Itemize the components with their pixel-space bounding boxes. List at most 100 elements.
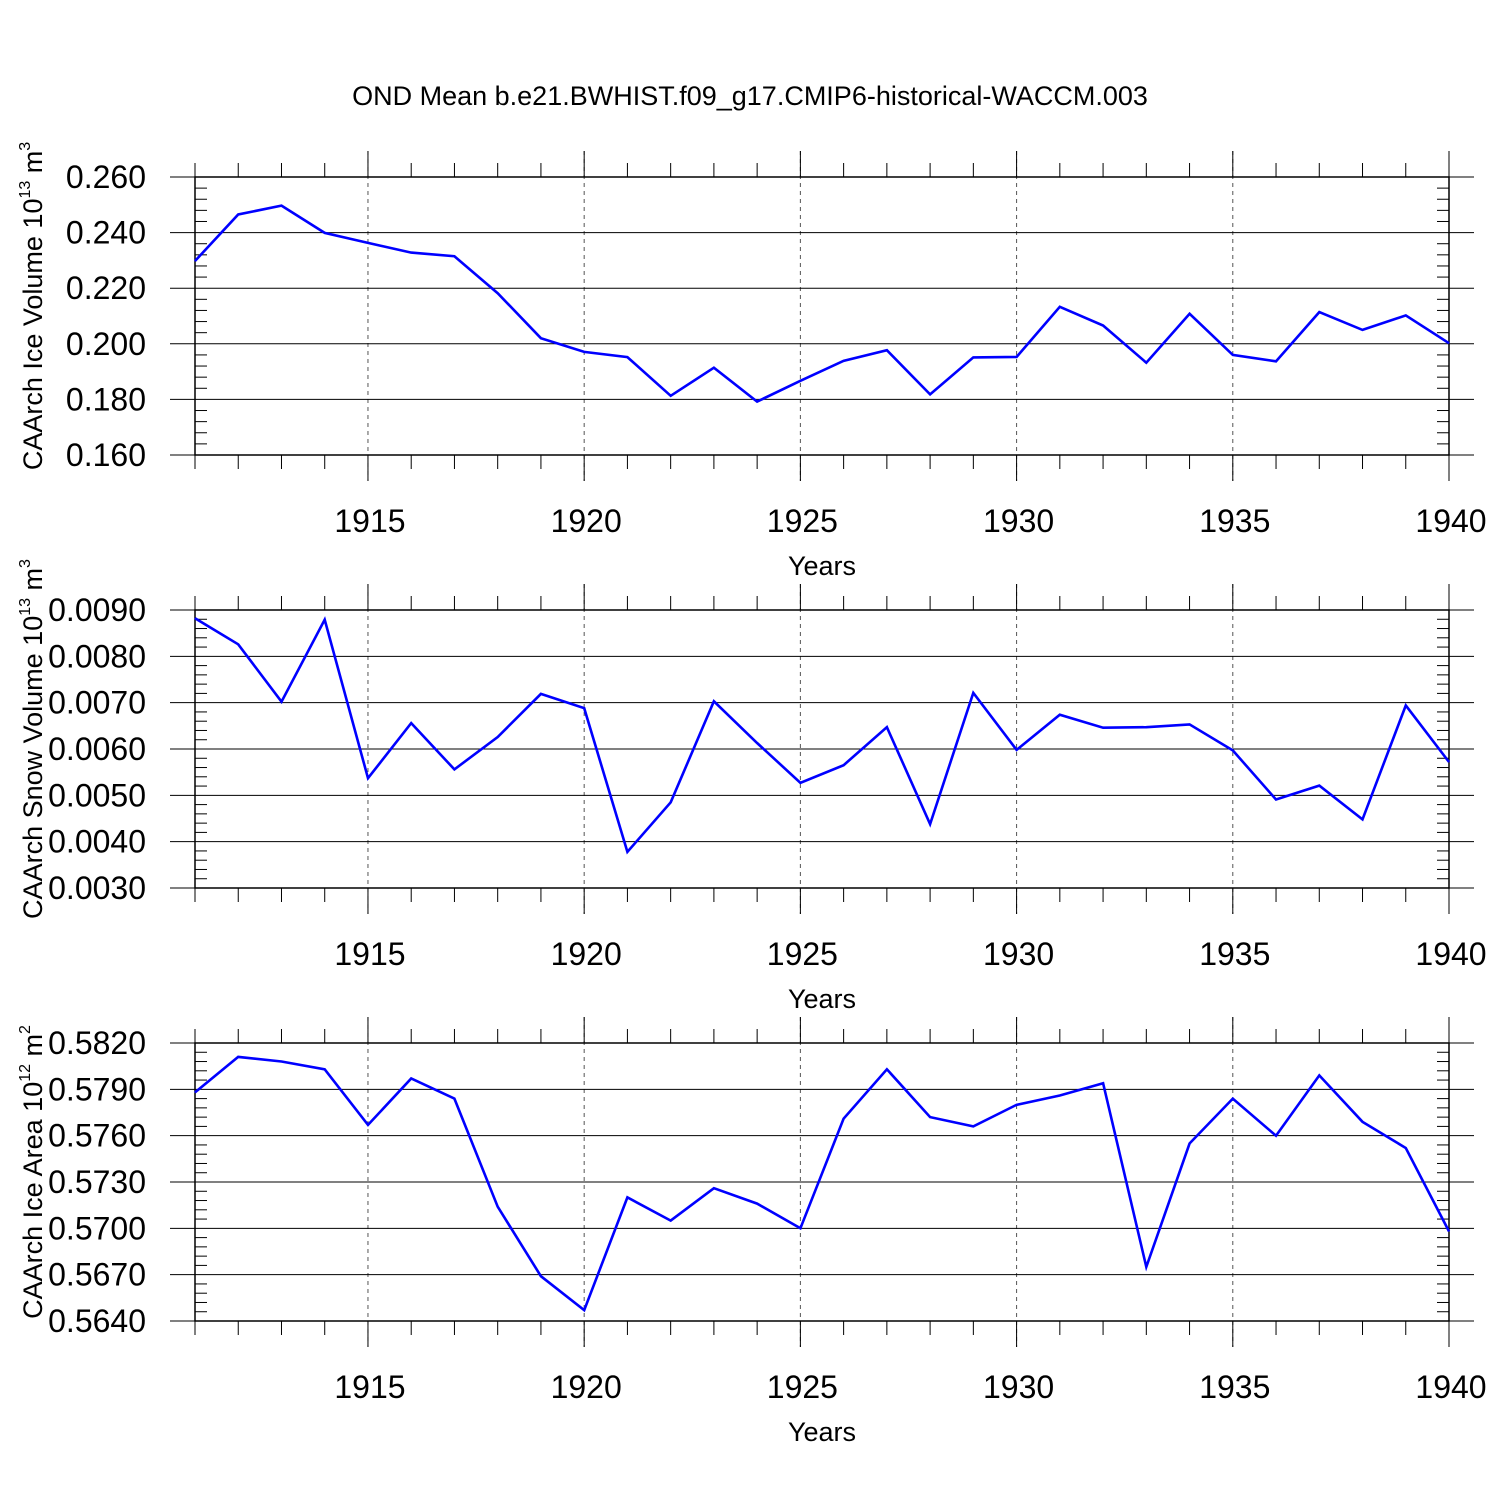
plot-frame (194, 176, 1450, 456)
y-tick-label: 0.180 (66, 381, 146, 417)
data-point (540, 693, 542, 695)
data-point (280, 205, 282, 207)
data-point (670, 801, 672, 803)
data-point (799, 782, 801, 784)
data-point (843, 1118, 845, 1120)
data-point (670, 395, 672, 397)
chart-panel-2: 0.0030 0.0040 0.0050 0.0060 0.0070 0.0080 0.00… (17, 559, 1487, 1014)
data-point (843, 764, 845, 766)
data-point (972, 356, 974, 358)
x-tick-label: 1930 (983, 503, 1054, 539)
x-tick-label: 1920 (551, 503, 622, 539)
data-point (1145, 726, 1147, 728)
data-point (1189, 313, 1191, 315)
data-point (367, 242, 369, 244)
data-point (410, 252, 412, 254)
data-point (756, 742, 758, 744)
data-point (713, 367, 715, 369)
data-point (410, 1078, 412, 1080)
x-axis-label: Years (788, 1417, 856, 1447)
data-point (1059, 1095, 1061, 1097)
data-point (194, 1091, 196, 1093)
data-point (1232, 749, 1234, 751)
x-axis-label: Years (788, 984, 856, 1014)
data-point (756, 401, 758, 403)
data-point (453, 1098, 455, 1100)
data-point (280, 1061, 282, 1063)
data-point (670, 1220, 672, 1222)
y-tick-label: 0.220 (66, 270, 146, 306)
data-point (1405, 704, 1407, 706)
y-tick-label: 0.0080 (48, 638, 146, 674)
data-point (1016, 749, 1018, 751)
y-tick-label: 0.0070 (48, 685, 146, 721)
x-tick-label: 1920 (551, 1369, 622, 1405)
y-axis-label: CAArch Ice Volume 1013 m3 (17, 142, 48, 470)
data-point (929, 1116, 931, 1118)
x-axis-label: Years (788, 551, 856, 581)
x-tick-label: 1935 (1199, 936, 1270, 972)
data-point (324, 232, 326, 234)
y-tick-label: 0.0050 (48, 777, 146, 813)
data-point (1059, 306, 1061, 308)
data-point (799, 1227, 801, 1229)
data-point (1318, 1074, 1320, 1076)
data-point (1232, 1098, 1234, 1100)
data-point (1275, 1135, 1277, 1137)
data-point (626, 356, 628, 358)
data-point (583, 707, 585, 709)
data-point (1145, 1266, 1147, 1268)
data-point (886, 726, 888, 728)
x-tick-label: 1935 (1199, 1369, 1270, 1405)
data-point (410, 722, 412, 724)
data-point (626, 1196, 628, 1198)
chart-panel-1: 0.160 0.180 0.200 0.220 0.240 0.260 1915 1920 19… (17, 142, 1487, 581)
data-point (367, 777, 369, 779)
y-axis-label: CAArch Snow Volume 1013 m3 (17, 559, 48, 919)
data-point (540, 1275, 542, 1277)
data-point (1016, 1104, 1018, 1106)
data-point (497, 292, 499, 294)
y-tick-label: 0.160 (66, 437, 146, 473)
data-point (1145, 362, 1147, 364)
data-point (972, 692, 974, 694)
data-point (324, 619, 326, 621)
y-tick-label: 0.5760 (48, 1118, 146, 1154)
data-point (1016, 356, 1018, 358)
data-point (713, 700, 715, 702)
y-axis-label-exponent: 12 (17, 1064, 34, 1082)
panels: 0.160 0.180 0.200 0.220 0.240 0.260 1915 1920 19… (17, 142, 1487, 1447)
y-axis-label-text: m (18, 568, 48, 598)
y-tick-label: 0.240 (66, 215, 146, 251)
y-axis-label-exponent: 2 (17, 1025, 34, 1034)
y-axis-label-exponent: 3 (17, 142, 34, 151)
y-tick-label: 0.5730 (48, 1164, 146, 1200)
data-point (497, 1206, 499, 1208)
x-tick-label: 1925 (767, 936, 838, 972)
data-point (1275, 360, 1277, 362)
data-point (453, 768, 455, 770)
data-point (1102, 1082, 1104, 1084)
y-tick-label: 0.5670 (48, 1257, 146, 1293)
data-point (886, 1068, 888, 1070)
data-point (1318, 785, 1320, 787)
data-point (367, 1124, 369, 1126)
chart-panel-3: 0.5640 0.5670 0.5700 0.5730 0.5760 0.5790 0.58… (17, 1017, 1487, 1447)
x-tick-label: 1925 (767, 1369, 838, 1405)
data-point (583, 1309, 585, 1311)
y-axis-label-exponent: 13 (17, 181, 34, 199)
data-point (1362, 329, 1364, 331)
plot-frame (194, 609, 1450, 889)
data-point (1448, 1230, 1450, 1232)
data-point (843, 360, 845, 362)
data-point (713, 1187, 715, 1189)
data-point (1405, 314, 1407, 316)
y-axis-label-text: m (18, 151, 48, 181)
y-tick-label: 0.5700 (48, 1210, 146, 1246)
data-point (1102, 324, 1104, 326)
y-tick-label: 0.5790 (48, 1071, 146, 1107)
y-axis-label-text: CAArch Ice Area 10 (18, 1082, 48, 1319)
data-point (1362, 818, 1364, 820)
data-point (1059, 714, 1061, 716)
